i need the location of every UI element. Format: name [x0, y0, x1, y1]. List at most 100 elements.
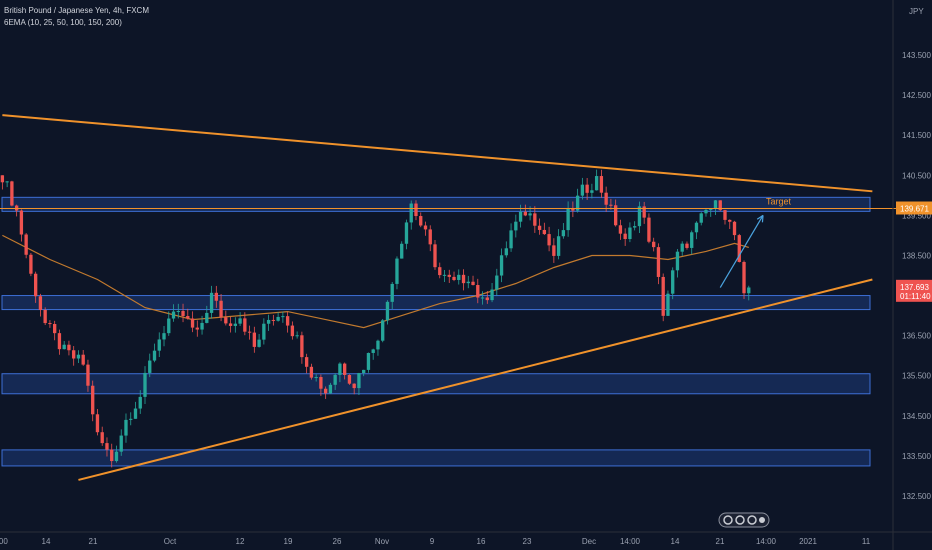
candle — [19, 209, 24, 242]
candle-body — [143, 372, 147, 397]
candle-body — [390, 283, 394, 302]
candle-body — [495, 275, 499, 290]
candle-body — [613, 205, 618, 226]
candle — [709, 208, 713, 217]
candle — [138, 390, 142, 414]
candle-body — [699, 213, 703, 223]
candle-body — [571, 208, 575, 211]
candle-body — [381, 320, 385, 341]
countdown-text: 01:11:40 — [900, 292, 931, 301]
candle-body — [618, 225, 623, 234]
indicator-label[interactable]: 6EMA (10, 25, 50, 100, 150, 200) — [4, 18, 122, 27]
candle-body — [547, 234, 551, 246]
x-tick-label: Oct — [164, 537, 177, 546]
candle — [0, 175, 5, 190]
candle-body — [742, 261, 746, 294]
candle-body — [504, 248, 508, 256]
target-price-tag — [896, 201, 932, 215]
candle — [428, 225, 432, 252]
candle-body — [628, 227, 632, 240]
candle-body — [661, 276, 665, 316]
candle — [271, 314, 276, 326]
candle — [599, 169, 604, 198]
candle-body — [737, 235, 741, 262]
candle-body — [509, 230, 513, 249]
candle-body — [685, 243, 689, 248]
candle-body — [195, 327, 199, 330]
candle-body — [675, 251, 680, 271]
candle-body — [457, 274, 461, 280]
candle — [685, 241, 689, 250]
candle — [480, 291, 485, 305]
candle-body — [309, 366, 314, 378]
candle-body — [262, 323, 266, 340]
candle — [43, 307, 47, 326]
candle — [190, 311, 195, 333]
candle — [304, 353, 309, 374]
candle — [457, 269, 461, 285]
candle-body — [53, 324, 57, 334]
candle-body — [181, 311, 185, 317]
symbol-title[interactable]: British Pound / Japanese Yen, 4h, FXCM — [4, 6, 149, 15]
candle-body — [114, 451, 119, 462]
currency-label: JPY — [909, 7, 924, 16]
candle-body — [471, 281, 475, 285]
candle — [262, 318, 266, 345]
candle — [290, 321, 295, 340]
candle-body — [186, 316, 190, 319]
candle-body — [542, 229, 547, 235]
candle — [171, 304, 176, 322]
x-tick-label: 11 — [862, 537, 871, 546]
candle — [419, 212, 423, 228]
candle — [5, 181, 9, 188]
trendline-upper — [2, 114, 873, 193]
candle-body — [362, 369, 366, 374]
candle-body — [566, 208, 570, 231]
candle — [728, 219, 732, 229]
candle — [490, 282, 494, 303]
candle — [690, 230, 694, 255]
x-tick-label: 8:00 — [0, 537, 8, 546]
candle — [666, 290, 670, 316]
candle — [33, 271, 38, 303]
candle — [461, 269, 466, 291]
candle-body — [0, 175, 5, 183]
candle — [613, 199, 618, 227]
candle-body — [466, 281, 470, 284]
candle-body — [680, 243, 684, 252]
candle-body — [352, 383, 356, 389]
candle — [571, 201, 575, 218]
candle — [81, 350, 85, 366]
candle-body — [5, 181, 9, 183]
candle-body — [238, 318, 242, 324]
candle — [523, 204, 527, 217]
sr-zone-1 — [1, 196, 871, 212]
x-tick-label: 14 — [42, 537, 51, 546]
x-tick-label: 14:00 — [756, 537, 777, 546]
candle-body — [694, 222, 699, 233]
candle — [594, 169, 599, 191]
candle-body — [100, 432, 104, 444]
candle-body — [499, 255, 504, 276]
candle-body — [323, 388, 328, 394]
candle-body — [91, 385, 95, 415]
candle — [400, 241, 404, 259]
candle-body — [599, 176, 604, 193]
candle — [633, 221, 637, 231]
candle-body — [537, 225, 542, 230]
candle-body — [585, 184, 589, 193]
candle-body — [556, 236, 561, 256]
candle-body — [343, 363, 347, 375]
candle — [338, 362, 342, 383]
sr-zone-2 — [1, 295, 871, 311]
candle — [533, 206, 537, 233]
x-tick-label: 19 — [284, 537, 293, 546]
candle-body — [219, 300, 223, 318]
x-tick-label: 14:00 — [620, 537, 641, 546]
candle-body — [76, 354, 81, 359]
candle-body — [476, 284, 480, 298]
candle-body — [257, 339, 261, 347]
candle — [552, 238, 556, 263]
